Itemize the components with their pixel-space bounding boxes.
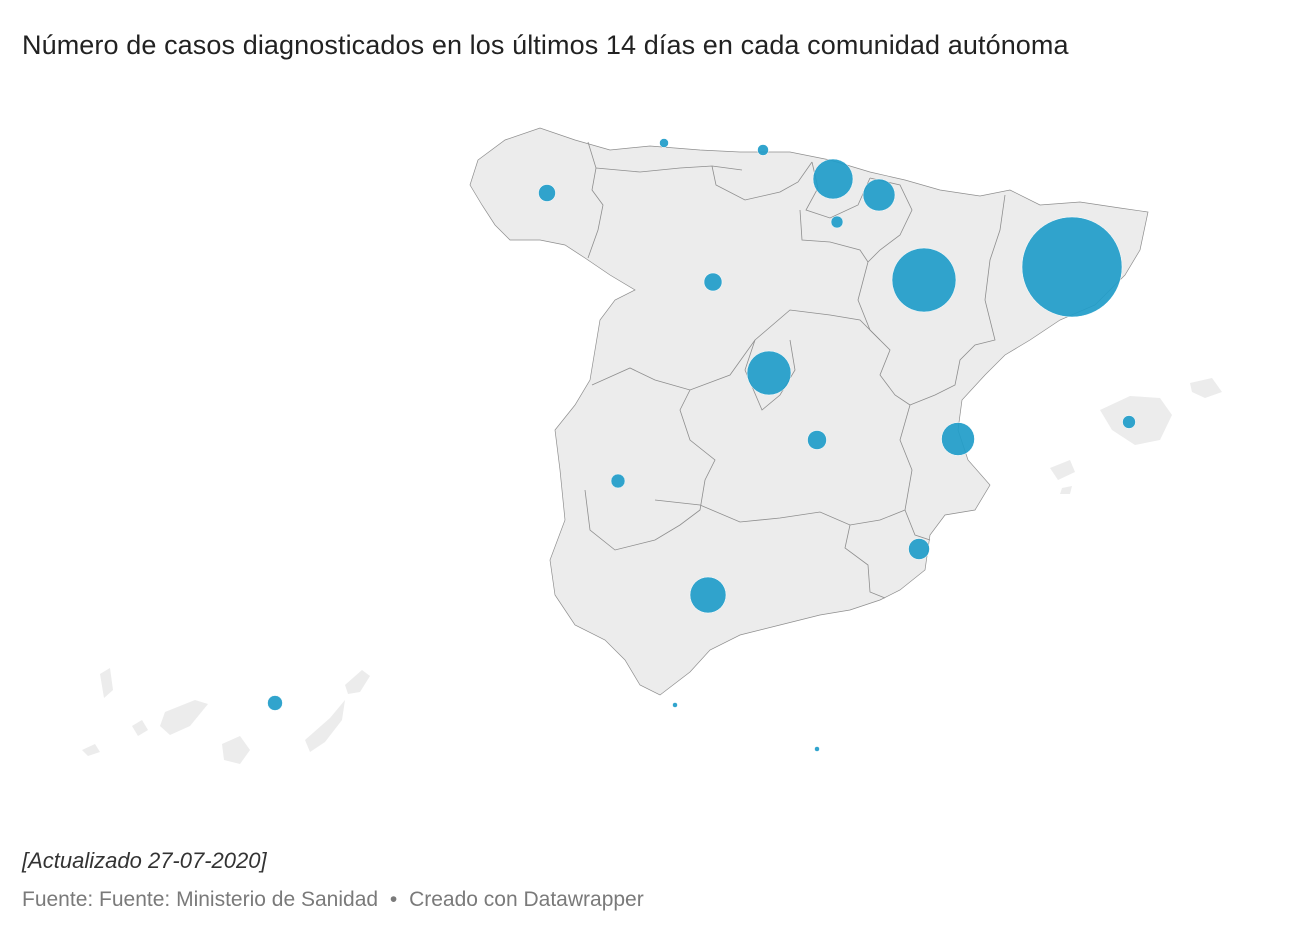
border-extremadura xyxy=(584,389,716,551)
border-murcia xyxy=(844,524,886,599)
bubble-castilla-y-leon[interactable] xyxy=(703,272,723,292)
credit-link[interactable]: Creado con Datawrapper xyxy=(409,888,644,911)
border-madrid xyxy=(744,339,796,411)
border-rioja xyxy=(799,209,869,263)
bubble-murcia[interactable] xyxy=(908,538,930,560)
bubble-asturias[interactable] xyxy=(659,138,669,148)
island-formentera xyxy=(1060,486,1072,494)
border-aragon xyxy=(909,194,1006,406)
island-lanzarote xyxy=(345,670,370,694)
border-clm-south xyxy=(654,499,906,526)
bubble-canarias[interactable] xyxy=(267,695,283,711)
island-fuerteventura xyxy=(305,700,345,752)
source-line: Fuente: Fuente: Ministerio de Sanidad • … xyxy=(22,888,644,912)
bubble-galicia[interactable] xyxy=(538,184,556,202)
bubble-extremadura[interactable] xyxy=(610,473,626,489)
island-tenerife xyxy=(160,700,208,735)
bubble-cataluna[interactable] xyxy=(1021,216,1123,318)
update-note: [Actualizado 27-07-2020] xyxy=(22,848,267,873)
chart-title: Número de casos diagnosticados en los úl… xyxy=(22,30,1069,60)
island-la-palma xyxy=(100,668,113,698)
bubble-melilla[interactable] xyxy=(814,746,820,752)
bubble-pais-vasco[interactable] xyxy=(812,158,854,200)
border-asturias xyxy=(595,165,743,173)
bubble-ceuta[interactable] xyxy=(672,702,678,708)
bubble-comunidad-valenciana[interactable] xyxy=(941,422,975,456)
bubble-aragon[interactable] xyxy=(891,247,957,313)
bubble-andalucia[interactable] xyxy=(689,576,727,614)
island-mallorca xyxy=(1100,396,1172,445)
island-la-gomera xyxy=(132,720,148,736)
source-separator: • xyxy=(389,888,398,911)
source-text: Fuente: Fuente: Ministerio de Sanidad xyxy=(22,888,379,911)
island-ibiza xyxy=(1050,460,1075,480)
island-el-hierro xyxy=(82,744,100,756)
border-valencia xyxy=(899,404,931,541)
bubble-la-rioja[interactable] xyxy=(830,215,844,229)
border-cantabria xyxy=(711,161,813,201)
border-galicia xyxy=(587,141,604,259)
bubble-castilla-la-mancha[interactable] xyxy=(807,430,827,450)
border-cyl-south xyxy=(591,309,881,391)
bubble-cantabria[interactable] xyxy=(757,144,769,156)
bubble-madrid[interactable] xyxy=(746,350,792,396)
border-navarra xyxy=(867,177,913,263)
mainland-spain xyxy=(469,127,1149,696)
bubble-baleares[interactable] xyxy=(1122,415,1136,429)
island-menorca xyxy=(1190,378,1222,398)
bubble-navarra[interactable] xyxy=(862,178,896,212)
border-cyl-east xyxy=(857,261,911,406)
island-gran-canaria xyxy=(222,736,250,764)
